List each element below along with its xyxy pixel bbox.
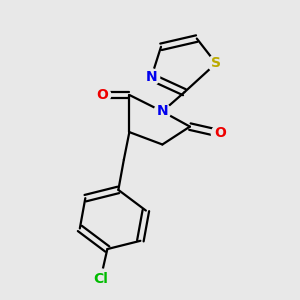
Text: O: O bbox=[96, 88, 108, 102]
Text: Cl: Cl bbox=[93, 272, 108, 286]
Text: N: N bbox=[157, 104, 168, 118]
Circle shape bbox=[93, 86, 111, 104]
Circle shape bbox=[90, 269, 111, 290]
Circle shape bbox=[143, 69, 160, 85]
Circle shape bbox=[208, 55, 224, 72]
Circle shape bbox=[154, 103, 171, 120]
Text: N: N bbox=[146, 70, 157, 84]
Text: S: S bbox=[211, 56, 221, 70]
Text: O: O bbox=[214, 127, 226, 140]
Circle shape bbox=[212, 125, 229, 142]
